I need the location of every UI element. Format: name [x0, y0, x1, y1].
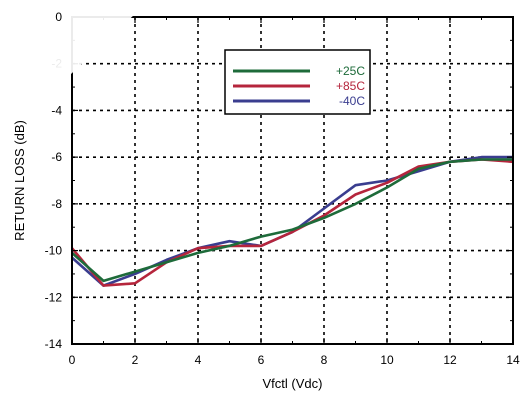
- x-tick-label: 2: [132, 353, 139, 367]
- watermark-stroke: [0, 0, 150, 118]
- y-tick-label: -8: [51, 197, 62, 211]
- x-tick-label: 12: [443, 353, 457, 367]
- y-tick-label: -12: [45, 290, 63, 304]
- x-tick-label: 14: [506, 353, 520, 367]
- x-tick-label: 6: [258, 353, 265, 367]
- legend-label: -40C: [339, 94, 365, 108]
- y-tick-label: -4: [51, 103, 62, 117]
- x-tick-label: 8: [321, 353, 328, 367]
- x-tick-label: 4: [195, 353, 202, 367]
- x-tick-label: 0: [69, 353, 76, 367]
- x-tick-label: 10: [380, 353, 394, 367]
- series-layer: [71, 155, 514, 287]
- series-line-+25C: [71, 158, 513, 283]
- y-axis-title: RETURN LOSS (dB): [12, 120, 27, 241]
- legend: +25C+85C-40C: [224, 49, 371, 115]
- x-axis-title: Vfctl (Vdc): [263, 376, 323, 391]
- y-tick-label: -6: [51, 150, 62, 164]
- y-tick-label: 0: [55, 10, 62, 24]
- legend-label: +25C: [336, 64, 365, 78]
- y-tick-label: -14: [45, 337, 63, 351]
- legend-label: +85C: [336, 79, 365, 93]
- y-tick-label: -10: [45, 244, 63, 258]
- legend-box: [224, 49, 371, 115]
